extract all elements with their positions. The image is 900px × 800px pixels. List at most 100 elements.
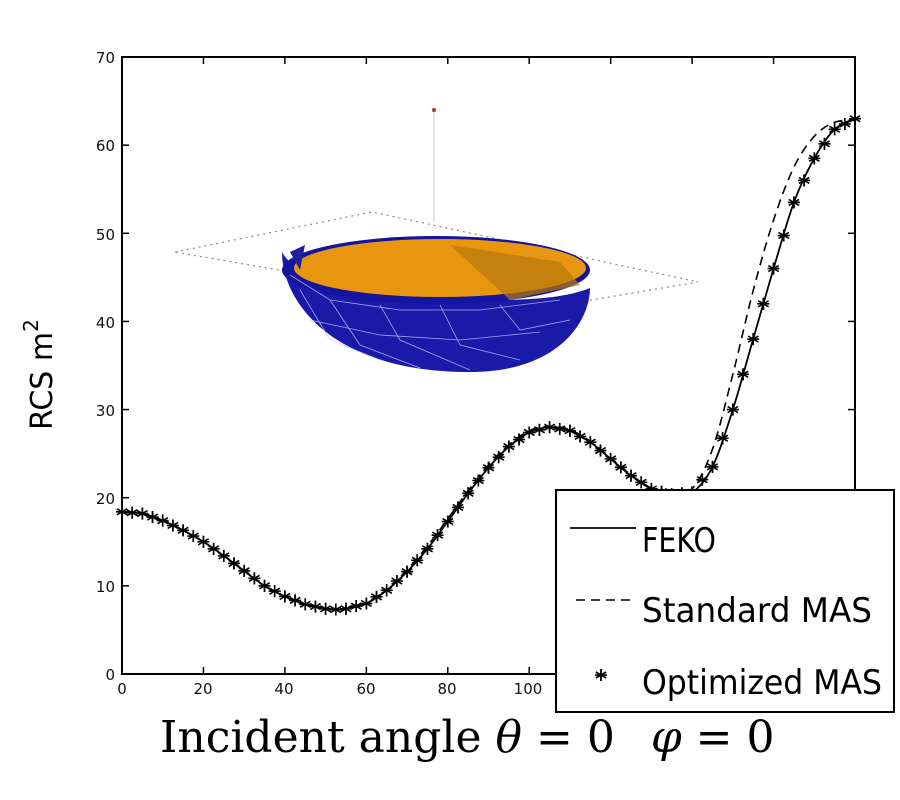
marker-optimized-mas — [411, 554, 424, 567]
x-axis-label-phi: φ — [651, 712, 682, 763]
inset-source-point — [432, 108, 436, 112]
marker-optimized-mas — [146, 511, 159, 524]
marker-optimized-mas — [604, 452, 617, 465]
marker-optimized-mas — [533, 423, 546, 436]
marker-optimized-mas — [207, 542, 220, 555]
xtick-label-60: 60 — [356, 680, 375, 698]
marker-optimized-mas — [309, 600, 322, 613]
legend-marker-asterisk — [595, 669, 607, 681]
legend-label-standard-mas: Standard MAS — [642, 591, 872, 631]
marker-optimized-mas — [472, 474, 485, 487]
marker-optimized-mas — [787, 196, 800, 209]
marker-optimized-mas — [278, 590, 291, 603]
bowl-outer-surface — [282, 252, 590, 372]
x-axis-label-eq2: = 0 — [682, 712, 775, 763]
marker-optimized-mas — [248, 572, 261, 585]
series-layer — [116, 112, 861, 616]
marker-optimized-mas — [350, 600, 363, 613]
x-axis-label-theta: θ — [495, 712, 522, 763]
legend-label-optimized-mas: Optimized MAS — [642, 663, 882, 703]
xtick-label-100: 100 — [514, 680, 543, 698]
x-axis-label-eq1: = 0 — [522, 712, 615, 763]
marker-optimized-mas — [421, 542, 434, 555]
marker-optimized-mas — [523, 426, 536, 439]
marker-optimized-mas — [502, 440, 515, 453]
marker-optimized-mas — [492, 451, 505, 464]
marker-optimized-mas — [289, 594, 302, 607]
marker-optimized-mas — [370, 590, 383, 603]
marker-optimized-mas — [543, 421, 556, 434]
marker-optimized-mas — [177, 524, 190, 537]
marker-optimized-mas — [482, 461, 495, 474]
marker-optimized-mas — [339, 602, 352, 615]
marker-optimized-mas — [757, 297, 770, 310]
marker-optimized-mas — [798, 174, 811, 187]
marker-optimized-mas — [360, 597, 373, 610]
marker-optimized-mas — [553, 422, 566, 435]
marker-optimized-mas — [625, 469, 638, 482]
legend-box — [555, 489, 895, 713]
marker-optimized-mas — [849, 112, 861, 125]
marker-optimized-mas — [574, 430, 587, 443]
marker-optimized-mas — [156, 514, 169, 527]
marker-optimized-mas — [563, 424, 576, 437]
marker-optimized-mas — [299, 598, 312, 611]
marker-optimized-mas — [462, 487, 475, 500]
marker-optimized-mas — [258, 579, 271, 592]
bowl-inner-dark-patch — [290, 245, 305, 270]
marker-optimized-mas — [166, 519, 179, 532]
y-axis-label-text: RCS m — [25, 332, 60, 430]
marker-optimized-mas — [614, 461, 627, 474]
ytick-label-70: 70 — [96, 49, 115, 67]
ytick-label-40: 40 — [96, 314, 115, 332]
marker-optimized-mas — [828, 123, 841, 136]
marker-optimized-mas — [818, 137, 831, 150]
xtick-label-0: 0 — [117, 680, 127, 698]
marker-optimized-mas — [441, 515, 454, 528]
marker-optimized-mas — [451, 501, 464, 514]
x-axis-label-main: Incident angle — [160, 712, 495, 763]
bowl-mesh-lines — [289, 274, 571, 371]
marker-optimized-mas — [238, 564, 251, 577]
marker-optimized-mas — [329, 603, 342, 616]
marker-optimized-mas — [584, 436, 597, 449]
ytick-label-50: 50 — [96, 226, 115, 244]
inset-3d-bowl — [174, 108, 699, 372]
marker-optimized-mas — [808, 152, 821, 165]
marker-optimized-mas — [594, 444, 607, 457]
marker-optimized-mas — [268, 585, 281, 598]
marker-optimized-mas — [380, 584, 393, 597]
y-axis-label-superscript: 2 — [19, 319, 43, 332]
inset-dotted-plane — [174, 211, 699, 313]
marker-optimized-mas — [737, 368, 750, 381]
marker-optimized-mas — [513, 433, 526, 446]
ytick-label-30: 30 — [96, 402, 115, 420]
marker-optimized-mas — [696, 473, 709, 486]
marker-optimized-mas — [838, 117, 851, 130]
y-axis-label: RCS m2 — [19, 319, 60, 430]
marker-optimized-mas — [635, 476, 648, 489]
marker-optimized-mas — [217, 549, 230, 562]
bowl-inner-shadow — [450, 245, 580, 300]
marker-optimized-mas — [767, 262, 780, 275]
marker-optimized-mas — [706, 460, 719, 473]
series-markers-optimized-mas — [116, 112, 861, 616]
legend-label-feko: FEKO — [642, 521, 716, 561]
ytick-label-10: 10 — [96, 578, 115, 596]
xtick-label-80: 80 — [437, 680, 456, 698]
xtick-label-20: 20 — [193, 680, 212, 698]
marker-optimized-mas — [716, 432, 729, 445]
marker-optimized-mas — [401, 565, 414, 578]
tick-labels: 0 10 20 30 40 50 60 70 0 20 40 60 80 100 — [96, 49, 542, 698]
marker-optimized-mas — [136, 507, 149, 520]
marker-optimized-mas — [431, 529, 444, 542]
legend: FEKO Standard MAS Optimized MAS — [555, 489, 895, 713]
marker-optimized-mas — [116, 505, 128, 518]
legend-swatch-optimized-mas — [595, 669, 607, 681]
marker-optimized-mas — [187, 530, 200, 543]
ytick-label-60: 60 — [96, 137, 115, 155]
marker-optimized-mas — [777, 229, 790, 242]
axes-frame — [121, 56, 856, 675]
